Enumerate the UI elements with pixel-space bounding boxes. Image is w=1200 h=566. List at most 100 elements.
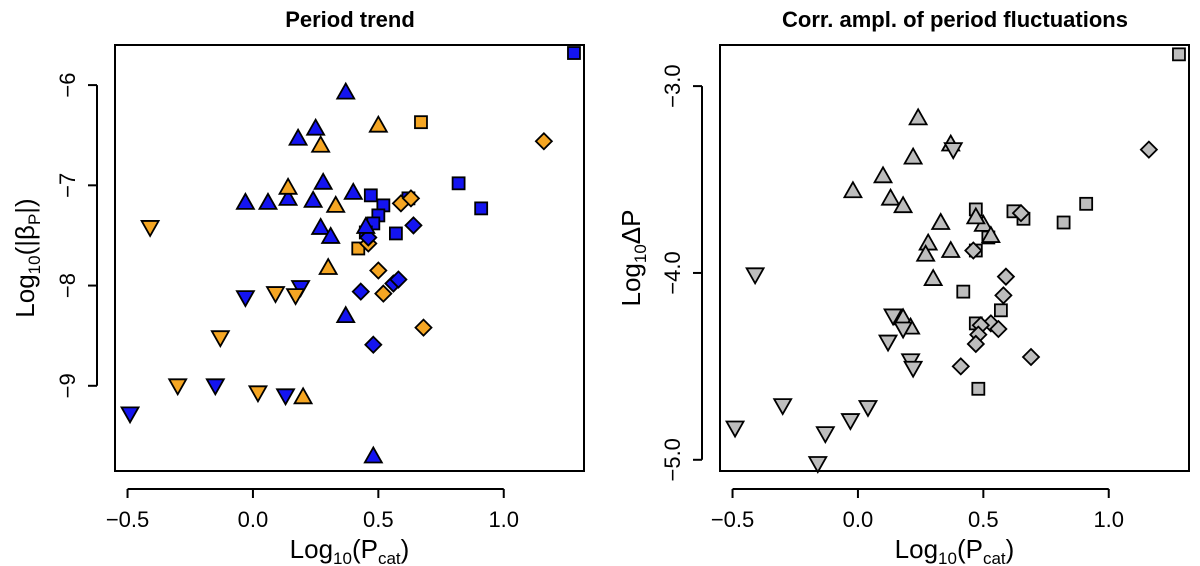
- series-triangle-down-blue: [120, 280, 311, 425]
- data-point-triangle-up: [235, 192, 256, 210]
- series-diamond-gray: [951, 140, 1159, 376]
- data-point-triangle-up: [325, 195, 346, 213]
- data-point-triangle-down: [893, 321, 914, 340]
- x-tick-label: 0.5: [968, 507, 999, 532]
- data-point-triangle-down: [772, 398, 793, 416]
- data-point-triangle-down: [815, 426, 836, 444]
- label-part-paren-sub: P: [25, 214, 44, 225]
- data-point-diamond: [389, 270, 408, 289]
- series-triangle-down-orange: [140, 220, 306, 404]
- data-point-triangle-up: [363, 445, 384, 464]
- x-tick-label: 0.5: [363, 507, 394, 532]
- label-part-paren-main: ΔP: [616, 209, 646, 244]
- data-point-diamond: [404, 216, 423, 235]
- x-tick-label: −0.5: [106, 507, 149, 532]
- data-point-triangle-down: [883, 308, 904, 327]
- y-tick-label: −4.0: [660, 251, 685, 294]
- data-point-triangle-down: [877, 334, 899, 353]
- data-point-diamond: [994, 286, 1013, 305]
- label-part-paren-main: (P: [352, 534, 378, 564]
- label-part-close: ): [401, 534, 410, 564]
- label-part-paren-sub: cat: [378, 549, 401, 566]
- data-point-triangle-up: [278, 177, 299, 195]
- data-point-square: [1172, 47, 1186, 62]
- data-point-square: [1079, 196, 1094, 211]
- data-point-triangle-up: [288, 127, 309, 146]
- data-point-triangle-down: [285, 288, 306, 306]
- data-point-triangle-up: [293, 386, 314, 405]
- data-point-triangle-down: [725, 420, 746, 439]
- data-point-diamond: [414, 318, 433, 337]
- data-point-diamond: [351, 282, 371, 301]
- data-point-diamond: [369, 261, 388, 280]
- data-point-triangle-up: [893, 195, 914, 214]
- y-tick-label: −9: [55, 373, 80, 398]
- data-point-triangle-up: [940, 240, 961, 258]
- data-point-triangle-up: [320, 226, 341, 244]
- label-part-paren-main: (|β: [10, 225, 40, 255]
- data-point-diamond: [374, 284, 393, 303]
- y-axis-label: Log10ΔP: [616, 209, 650, 306]
- data-point-triangle-up: [930, 212, 951, 230]
- data-point-triangle-up: [965, 206, 986, 225]
- x-axis-label: Log10(Pcat): [290, 534, 410, 566]
- label-part-main: Log: [10, 274, 40, 317]
- data-point-square: [474, 201, 489, 216]
- y-tick-label: −3.0: [660, 64, 685, 107]
- data-point-diamond: [534, 131, 554, 151]
- plot-frame: [114, 44, 585, 472]
- label-part-sub: 10: [938, 549, 957, 566]
- chart-panel-1: Period trend−0.5 0.0 0.5 1.0−9−8−7−6Log10(P…: [10, 7, 585, 566]
- label-part-close: |): [10, 198, 40, 213]
- data-point-square: [414, 115, 428, 130]
- data-point-triangle-up: [335, 305, 356, 324]
- label-part-close: ): [1006, 534, 1015, 564]
- data-point-triangle-down: [235, 290, 256, 308]
- data-point-triangle-up: [313, 171, 334, 190]
- data-point-diamond: [1021, 347, 1041, 367]
- data-point-triangle-up: [303, 190, 324, 208]
- data-point-square: [451, 176, 466, 191]
- data-point-triangle-up: [310, 217, 331, 235]
- y-tick-label: −6: [55, 73, 80, 98]
- data-point-triangle-up: [908, 107, 929, 126]
- plot-frame: [719, 44, 1190, 472]
- data-point-triangle-up: [918, 232, 939, 251]
- data-point-triangle-down: [745, 267, 766, 286]
- data-point-triangle-down: [210, 330, 231, 349]
- data-point-square: [1056, 215, 1071, 230]
- x-tick-label: −0.5: [711, 507, 754, 532]
- series-triangle-up-blue: [235, 81, 384, 464]
- data-point-triangle-up: [903, 146, 924, 165]
- series-diamond-orange: [359, 131, 554, 337]
- label-part-main: Log: [290, 534, 333, 564]
- label-part-sub: 10: [333, 549, 352, 566]
- data-point-triangle-down: [140, 220, 161, 238]
- y-tick-label: −7: [55, 173, 80, 198]
- data-point-triangle-down: [247, 385, 269, 404]
- data-point-diamond: [989, 319, 1008, 339]
- x-axis-label: Log10(Pcat): [895, 534, 1015, 566]
- label-part-paren-main: (P: [957, 534, 983, 564]
- x-tick-label: 0.0: [238, 507, 269, 532]
- data-point-triangle-down: [120, 406, 141, 425]
- series-square-gray: [956, 47, 1186, 396]
- data-point-triangle-down: [205, 378, 226, 397]
- series-diamond-blue: [351, 216, 423, 354]
- data-point-square: [971, 381, 986, 396]
- data-point-triangle-down: [807, 456, 828, 474]
- data-point-triangle-up: [305, 117, 326, 136]
- data-point-diamond: [964, 241, 983, 260]
- x-tick-label: 1.0: [488, 507, 519, 532]
- data-point-triangle-up: [368, 114, 389, 133]
- chart-panel-2: Corr. ampl. of period fluctuations −0.5 0.…: [616, 7, 1190, 566]
- data-point-triangle-down: [903, 360, 924, 379]
- series-triangle-up-gray: [842, 107, 1001, 335]
- data-point-square: [567, 46, 581, 60]
- data-point-triangle-up: [915, 243, 936, 262]
- data-point-triangle-up: [980, 225, 1001, 243]
- data-point-triangle-down: [840, 413, 861, 431]
- label-part-main: Log: [895, 534, 938, 564]
- data-point-diamond: [1139, 140, 1159, 159]
